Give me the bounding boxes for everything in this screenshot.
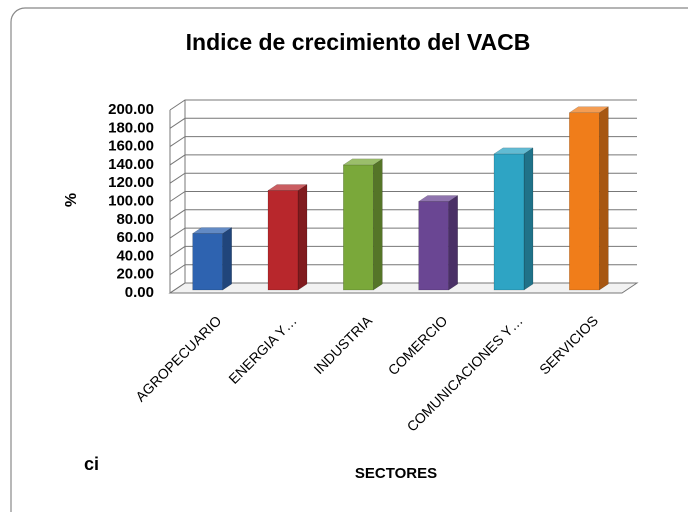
- bar-front: [493, 153, 525, 291]
- bar: [267, 184, 308, 291]
- y-tick-label: 60.00: [116, 229, 154, 246]
- text-fragment: ci: [84, 454, 99, 474]
- x-axis-label: SECTORES: [355, 465, 437, 482]
- bar: [417, 195, 459, 291]
- chart-title: Indice de crecimiento del VACB: [186, 29, 531, 55]
- bar-side-shade: [524, 147, 533, 290]
- grid-line: [169, 172, 637, 184]
- bar-top: [568, 106, 610, 113]
- bar-top: [342, 158, 384, 166]
- bar-side-shade: [599, 106, 609, 291]
- bar-front: [192, 233, 223, 291]
- y-tick-label: 200.00: [108, 101, 154, 118]
- y-tick-label: 160.00: [108, 138, 154, 155]
- bar-top-light: [192, 227, 232, 234]
- y-tick-label: 0.00: [125, 284, 154, 301]
- bar-front: [569, 112, 600, 291]
- y-tick-label: 20.00: [116, 266, 154, 283]
- bar-top: [191, 227, 233, 234]
- bar: [493, 147, 534, 291]
- bar-front: [267, 190, 299, 291]
- grid-line: [169, 154, 637, 166]
- bar-front: [418, 201, 449, 291]
- bar-front: [343, 164, 374, 291]
- grid-line: [169, 117, 637, 129]
- bar-top-light: [268, 184, 307, 191]
- bar-top-light: [343, 158, 383, 165]
- y-tick-label: 80.00: [116, 211, 154, 228]
- grid-line: [169, 209, 637, 221]
- bar-side-shade: [298, 184, 307, 290]
- grid-line: [169, 245, 637, 257]
- grid-line: [169, 282, 637, 294]
- bar-top-light: [418, 195, 458, 202]
- y-tick-label: 180.00: [108, 119, 154, 136]
- y-tick-label: 140.00: [108, 156, 154, 173]
- y-tick-label: 120.00: [108, 174, 154, 191]
- bar: [342, 158, 384, 291]
- bar: [191, 227, 233, 291]
- grid-line: [169, 264, 637, 276]
- bar-top-light: [494, 147, 533, 154]
- grid-line: [169, 227, 637, 239]
- floor: [168, 282, 639, 294]
- bar-side-shade: [373, 158, 383, 290]
- bar-top: [267, 184, 308, 191]
- y-tick-label: 100.00: [108, 192, 154, 209]
- bar-top-light: [569, 106, 609, 113]
- grid-line: [169, 136, 637, 148]
- bar-side-shade: [222, 227, 232, 290]
- bar: [568, 106, 610, 291]
- grid-line: [169, 191, 637, 202]
- grid-line: [169, 99, 637, 111]
- y-axis-label: %: [63, 193, 80, 207]
- bar-top: [493, 147, 534, 155]
- y-tick-label: 40.00: [116, 247, 154, 264]
- bar-top: [417, 195, 459, 202]
- bar-side-shade: [448, 195, 458, 290]
